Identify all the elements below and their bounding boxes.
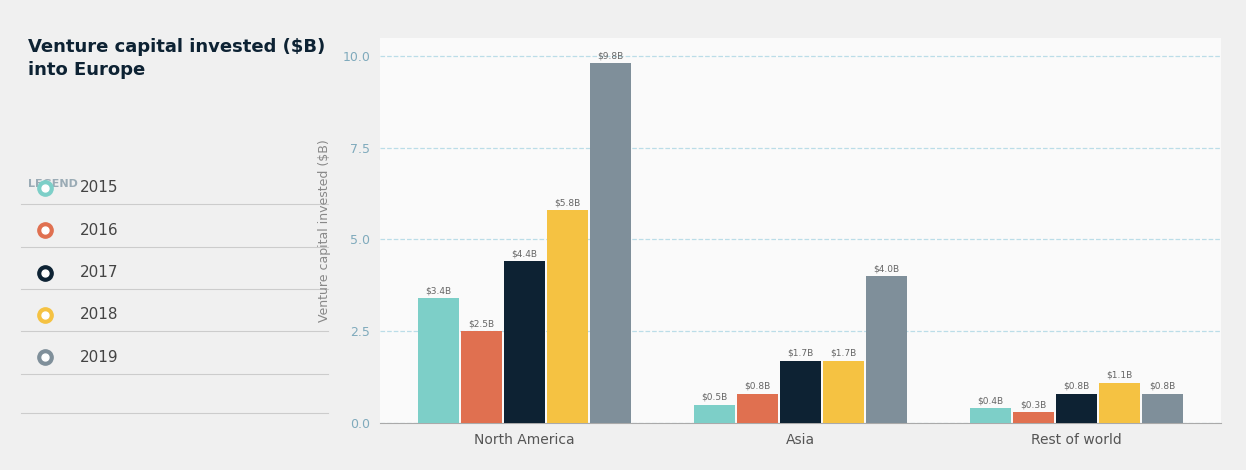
- Bar: [1013, 412, 1054, 423]
- Text: $1.1B: $1.1B: [1106, 371, 1133, 380]
- Text: $0.8B: $0.8B: [1149, 382, 1175, 391]
- Bar: [1057, 394, 1096, 423]
- Text: Venture capital invested ($B)
into Europe: Venture capital invested ($B) into Europ…: [27, 38, 325, 79]
- Text: $0.8B: $0.8B: [1063, 382, 1090, 391]
- Bar: [591, 63, 630, 423]
- Bar: [780, 360, 821, 423]
- Bar: [505, 261, 545, 423]
- Text: $4.0B: $4.0B: [873, 264, 900, 273]
- Text: 2016: 2016: [80, 223, 118, 238]
- Text: 2018: 2018: [80, 307, 118, 322]
- Text: 2015: 2015: [80, 180, 118, 196]
- Text: $0.3B: $0.3B: [1020, 400, 1047, 409]
- Bar: [461, 331, 502, 423]
- Bar: [547, 210, 588, 423]
- Bar: [694, 405, 735, 423]
- Text: $5.8B: $5.8B: [554, 198, 581, 207]
- Text: $2.5B: $2.5B: [468, 319, 495, 329]
- Y-axis label: Venture capital invested ($B): Venture capital invested ($B): [318, 139, 331, 321]
- Text: $3.4B: $3.4B: [426, 286, 452, 295]
- Text: $1.7B: $1.7B: [830, 349, 856, 358]
- Text: $9.8B: $9.8B: [597, 51, 623, 60]
- Text: $0.4B: $0.4B: [978, 396, 1004, 406]
- Text: LEGEND: LEGEND: [27, 179, 77, 188]
- Bar: [971, 408, 1011, 423]
- Text: $0.8B: $0.8B: [745, 382, 771, 391]
- Text: $1.7B: $1.7B: [787, 349, 814, 358]
- Text: 2019: 2019: [80, 350, 118, 365]
- Bar: [1099, 383, 1140, 423]
- Bar: [866, 276, 907, 423]
- Text: $4.4B: $4.4B: [512, 250, 537, 259]
- Bar: [419, 298, 459, 423]
- Text: $0.5B: $0.5B: [701, 393, 728, 402]
- Bar: [1143, 394, 1182, 423]
- Text: 2017: 2017: [80, 265, 118, 280]
- Bar: [738, 394, 778, 423]
- Bar: [824, 360, 863, 423]
